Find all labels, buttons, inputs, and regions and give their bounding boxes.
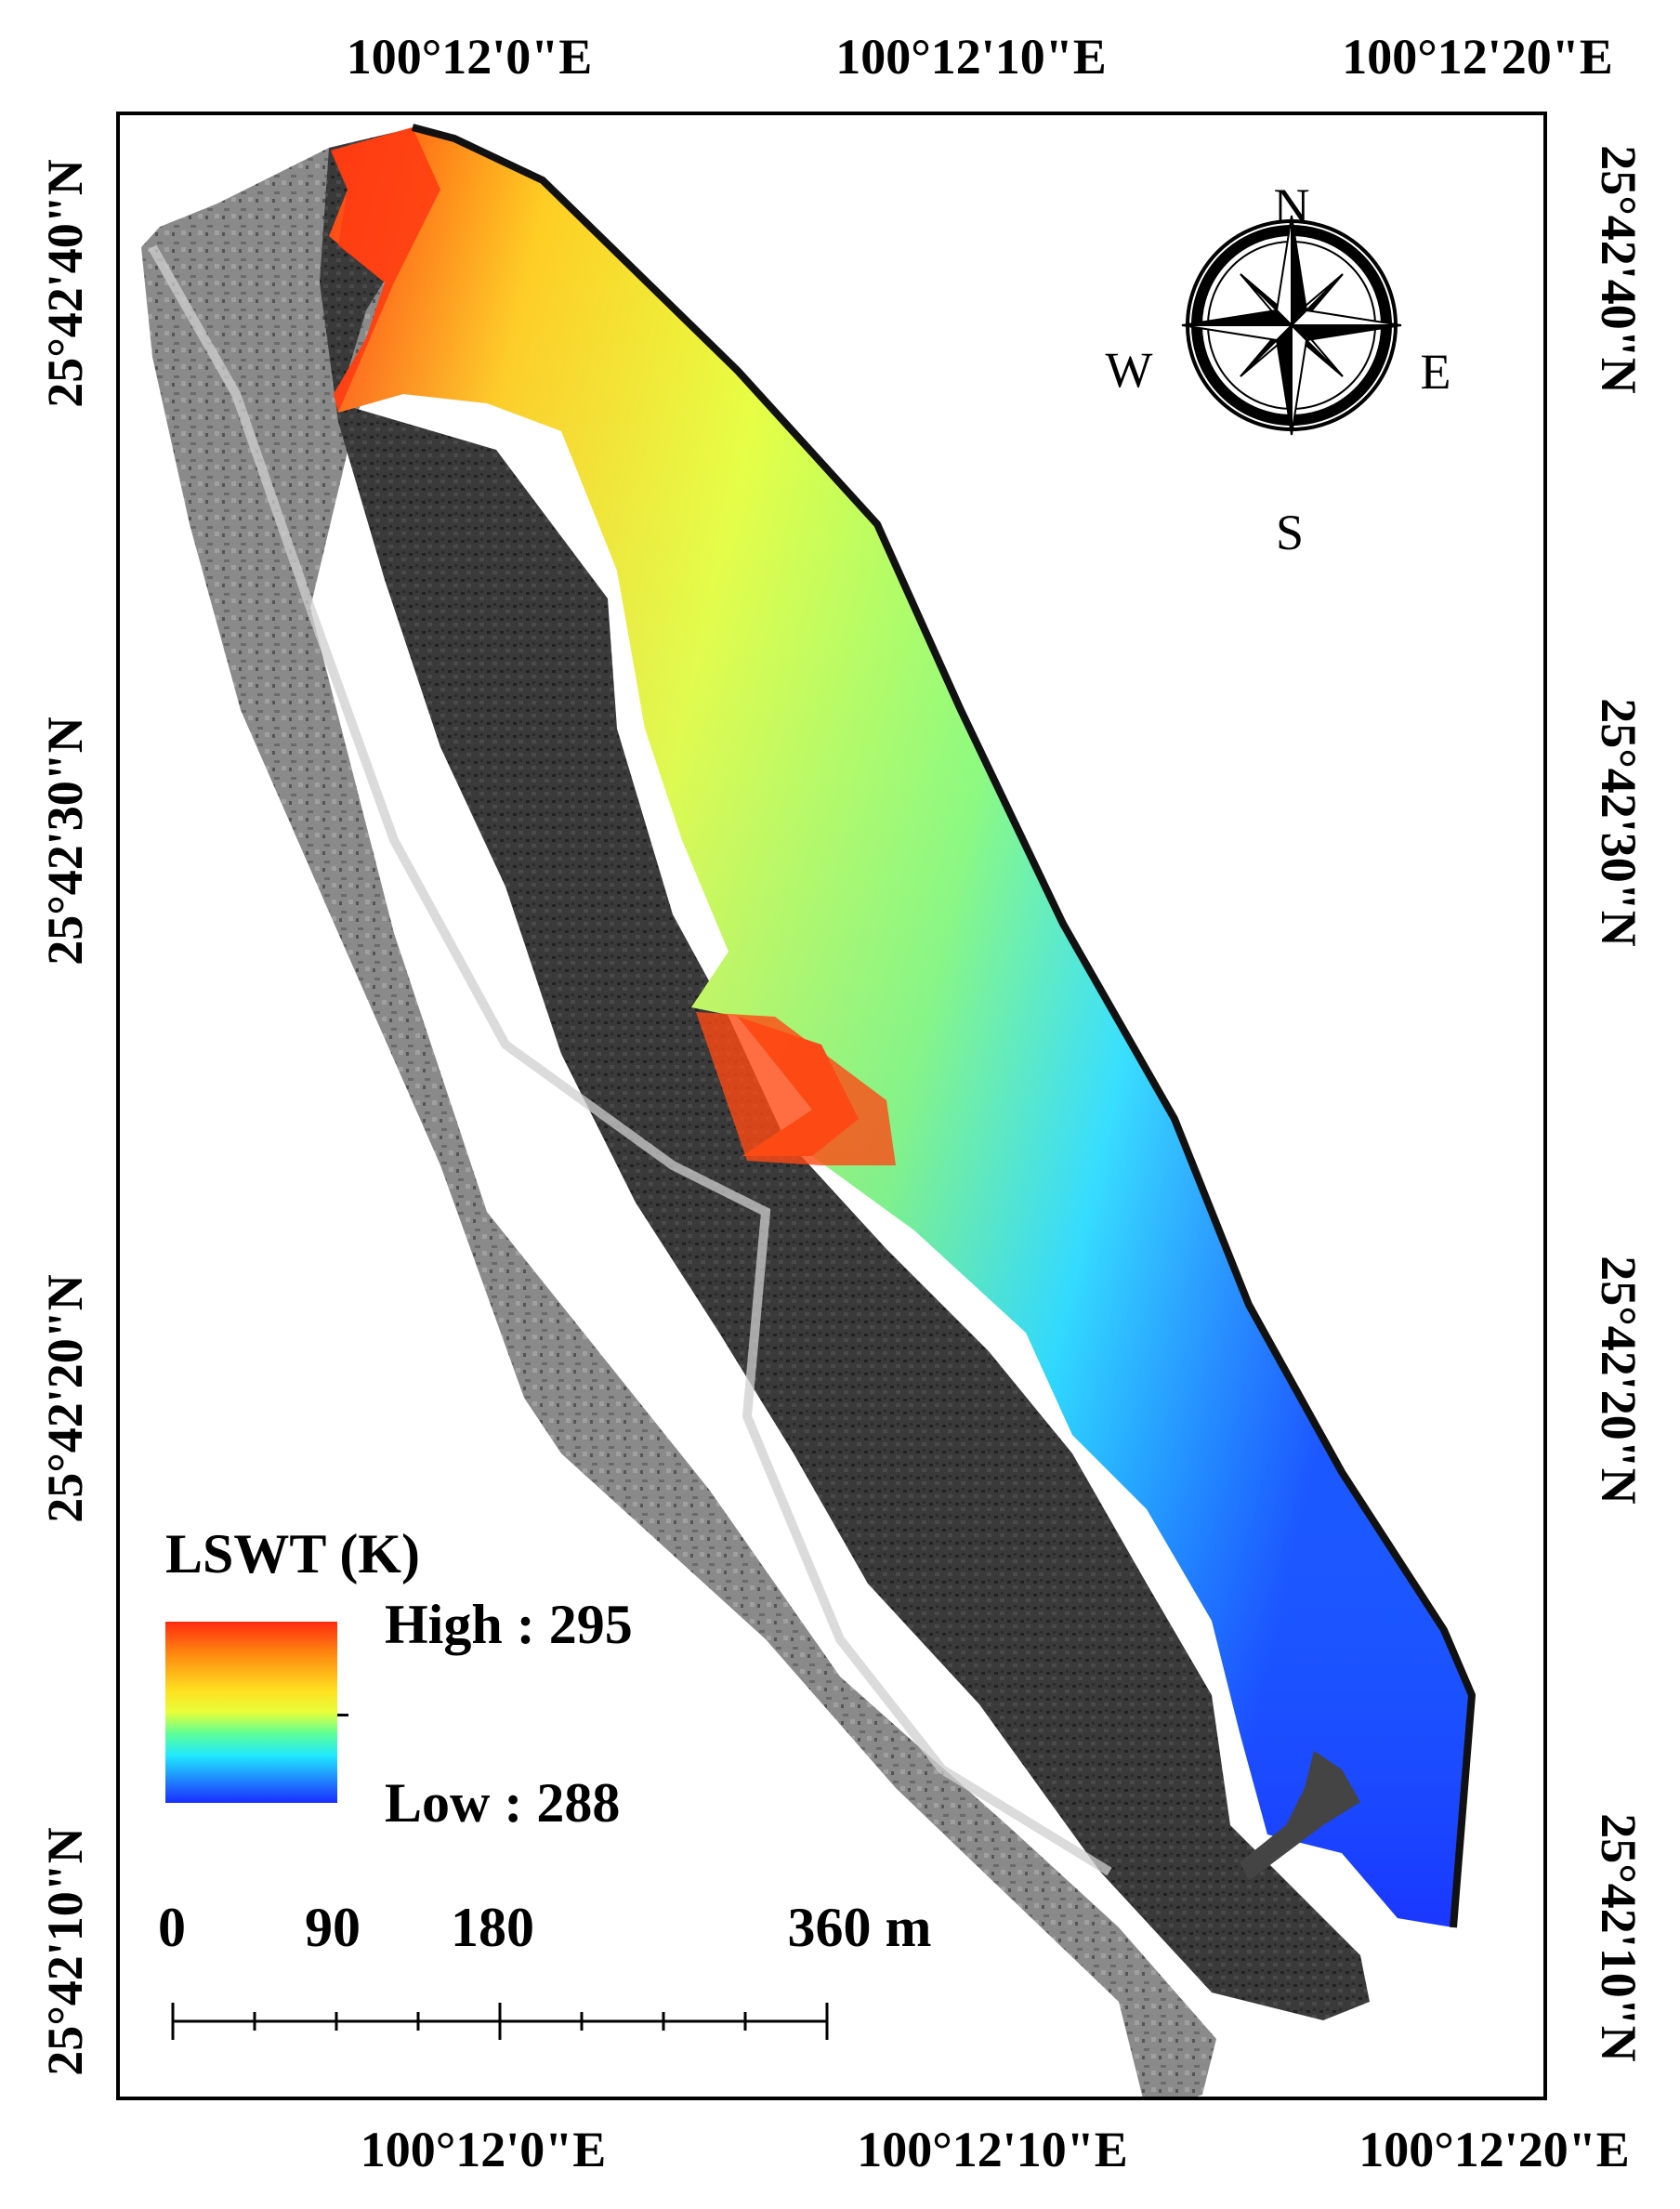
scale-label: 180 [451,1897,534,1958]
bottom-lon-label: 100°12'20"E [1358,2122,1630,2177]
compass-rose-icon [1181,215,1402,436]
top-lon-label: 100°12'0"E [346,29,593,85]
north-arrow [1180,214,1403,437]
left-lat-label: 25°42'40"N [37,159,93,408]
legend-high-label: High : 295 [385,1594,633,1655]
road [148,244,1112,1876]
scale-label: 0 [158,1897,186,1958]
scale-bar [171,2003,829,2040]
top-lon-label: 100°12'10"E [835,29,1107,85]
scale-label: 90 [305,1897,361,1958]
bottom-lon-label: 100°12'10"E [857,2122,1128,2177]
scale-label: 360 m [787,1897,932,1958]
left-lat-label: 25°42'30"N [37,717,93,966]
map-frame [116,112,1547,2100]
legend-color-ramp [165,1622,337,1803]
warm-zone [331,127,440,413]
compass-s-label: S [1275,505,1305,560]
vegetation-area [320,129,1370,2020]
shoreline-edge [411,124,1477,1928]
lswt-map-image [141,124,1477,2097]
right-lat-label: 25°42'10"N [1591,1813,1647,2062]
legend-tick [337,1714,348,1716]
pier [1240,1751,1360,1881]
land-area [141,129,1216,2097]
left-lat-label: 25°42'10"N [37,1827,93,2076]
compass-e-label: E [1420,344,1451,400]
right-lat-label: 25°42'20"N [1591,1256,1647,1505]
bottom-lon-label: 100°12'0"E [360,2122,607,2177]
right-lat-label: 25°42'40"N [1591,145,1647,394]
top-lon-label: 100°12'20"E [1342,29,1613,85]
legend-low-label: Low : 288 [385,1772,621,1834]
right-lat-label: 25°42'30"N [1591,698,1647,947]
legend-title: LSWT (K) [165,1523,420,1584]
left-lat-label: 25°42'20"N [37,1274,93,1523]
compass-n-label: N [1273,178,1310,234]
compass-w-label: W [1105,342,1153,398]
